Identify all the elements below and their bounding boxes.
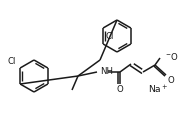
Text: NH: NH [100,67,113,77]
Text: Cl: Cl [8,56,16,66]
Text: Na$^+$: Na$^+$ [148,84,168,96]
Text: Cl: Cl [105,32,114,41]
Text: O: O [117,85,123,94]
Text: O: O [167,76,174,85]
Text: $\mathregular{^{-}O}$: $\mathregular{^{-}O}$ [165,50,179,61]
